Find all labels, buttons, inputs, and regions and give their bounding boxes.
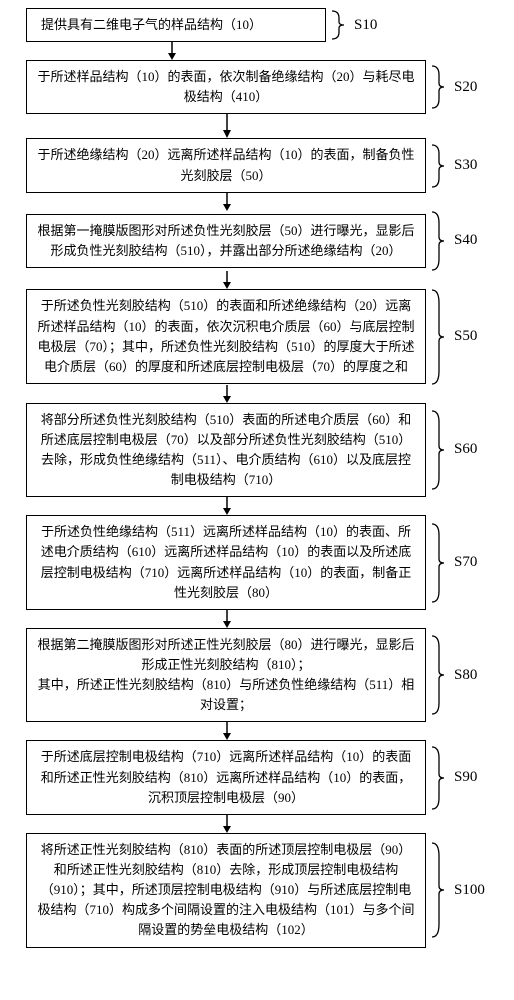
step-label-s10: S10: [354, 17, 377, 34]
step-box-s10: 提供具有二维电子气的样品结构（10）: [26, 8, 326, 42]
step-brace-s70: S70: [426, 523, 506, 603]
step-row-s20: 于所述样品结构（10）的表面，依次制备绝缘结构（20）与耗尽电极结构（410） …: [8, 60, 506, 114]
step-label-s60: S60: [454, 441, 477, 458]
step-brace-s50: S50: [426, 289, 506, 385]
arrow-s60-s70: [8, 497, 506, 515]
step-box-s20: 于所述样品结构（10）的表面，依次制备绝缘结构（20）与耗尽电极结构（410）: [26, 60, 426, 114]
step-box-s30: 于所述绝缘结构（20）远离所述样品结构（10）的表面，制备负性光刻胶层（50）: [26, 138, 426, 192]
step-box-s70: 于所述负性绝缘结构（511）远离所述样品结构（10）的表面、所述电介质结构（61…: [26, 515, 426, 610]
step-box-s40: 根据第一掩膜版图形对所述负性光刻胶层（50）进行曝光，显影后形成负性光刻胶结构（…: [26, 214, 426, 268]
step-label-s100: S100: [454, 882, 485, 899]
step-row-s30: 于所述绝缘结构（20）远离所述样品结构（10）的表面，制备负性光刻胶层（50） …: [8, 138, 506, 192]
step-label-s30: S30: [454, 157, 477, 174]
step-row-s40: 根据第一掩膜版图形对所述负性光刻胶层（50）进行曝光，显影后形成负性光刻胶结构（…: [8, 211, 506, 271]
arrow-s50-s60: [8, 385, 506, 403]
arrow-s70-s80: [8, 610, 506, 628]
step-brace-s80: S80: [426, 635, 506, 715]
step-brace-s40: S40: [426, 211, 506, 271]
step-brace-s100: S100: [426, 842, 506, 938]
step-label-s70: S70: [454, 554, 477, 571]
step-box-s100: 将所述正性光刻胶结构（810）表面的所述顶层控制电极层（90）和所述正性光刻胶结…: [26, 833, 426, 948]
step-box-s60: 将部分所述负性光刻胶结构（510）表面的所述电介质层（60）和所述底层控制电极层…: [26, 403, 426, 498]
step-label-s20: S20: [454, 79, 477, 96]
step-brace-s20: S20: [426, 65, 506, 109]
step-row-s100: 将所述正性光刻胶结构（810）表面的所述顶层控制电极层（90）和所述正性光刻胶结…: [8, 833, 506, 948]
step-brace-s10: S10: [326, 10, 506, 40]
arrow-s30-s40: [8, 193, 506, 211]
arrow-s80-s90: [8, 722, 506, 740]
step-label-s90: S90: [454, 769, 477, 786]
step-box-s90: 于所述底层控制电极结构（710）远离所述样品结构（10）的表面和所述正性光刻胶结…: [26, 740, 426, 814]
step-box-s80: 根据第二掩膜版图形对所述正性光刻胶层（80）进行曝光，显影后形成正性光刻胶结构（…: [26, 628, 426, 723]
step-label-s80: S80: [454, 667, 477, 684]
step-row-s50: 于所述负性光刻胶结构（510）的表面和所述绝缘结构（20）远离所述样品结构（10…: [8, 289, 506, 385]
step-box-s50: 于所述负性光刻胶结构（510）的表面和所述绝缘结构（20）远离所述样品结构（10…: [26, 289, 426, 384]
step-row-s80: 根据第二掩膜版图形对所述正性光刻胶层（80）进行曝光，显影后形成正性光刻胶结构（…: [8, 628, 506, 723]
arrow-s40-s50: [8, 271, 506, 289]
step-brace-s90: S90: [426, 746, 506, 810]
step-row-s90: 于所述底层控制电极结构（710）远离所述样品结构（10）的表面和所述正性光刻胶结…: [8, 740, 506, 814]
step-row-s70: 于所述负性绝缘结构（511）远离所述样品结构（10）的表面、所述电介质结构（61…: [8, 515, 506, 610]
arrow-s20-s30: [8, 114, 506, 138]
step-row-s10: 提供具有二维电子气的样品结构（10） S10: [8, 8, 506, 42]
arrow-s10-s20: [8, 42, 506, 60]
step-brace-s60: S60: [426, 410, 506, 490]
step-label-s50: S50: [454, 328, 477, 345]
step-label-s40: S40: [454, 232, 477, 249]
arrow-s90-s100: [8, 815, 506, 833]
step-brace-s30: S30: [426, 144, 506, 188]
step-row-s60: 将部分所述负性光刻胶结构（510）表面的所述电介质层（60）和所述底层控制电极层…: [8, 403, 506, 498]
flowchart-container: 提供具有二维电子气的样品结构（10） S10 于所述样品结构（10）的表面，依次…: [8, 8, 506, 948]
